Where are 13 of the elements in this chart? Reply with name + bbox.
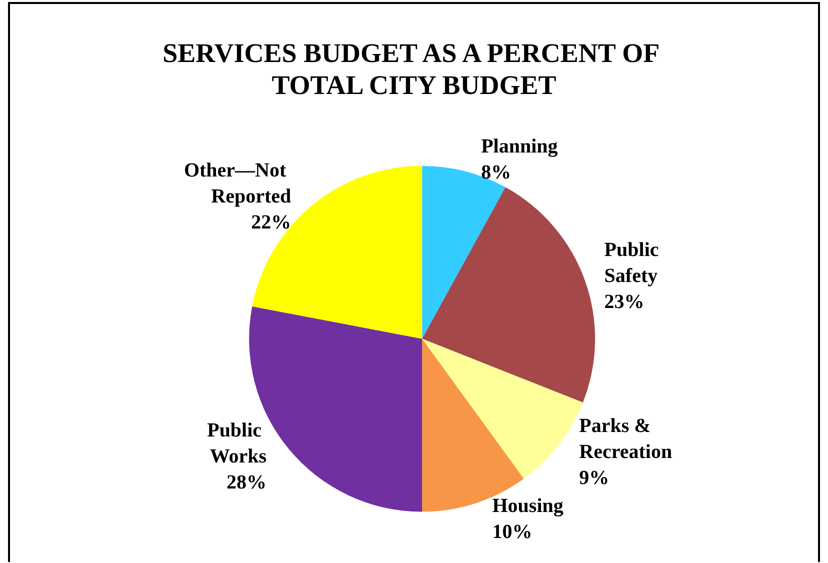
slice-label: Parks & Recreation [579, 415, 672, 464]
slice-label: Public Safety [604, 239, 664, 288]
slice-label: Other—Not Reported [184, 159, 292, 208]
data-label: 22% [251, 211, 292, 234]
data-label: 10% [492, 521, 532, 544]
data-label: 28% [226, 472, 267, 494]
slice-label: Housing [492, 495, 564, 518]
data-label: 8% [481, 162, 512, 184]
slice-label: Planning [481, 136, 558, 158]
slice-label: Public Works [207, 420, 267, 468]
data-label: 9% [579, 467, 610, 490]
data-label: 23% [604, 291, 644, 314]
chart-title: SERVICES BUDGET AS A PERCENT OF TOTAL CITY BUDGET [162, 38, 666, 100]
